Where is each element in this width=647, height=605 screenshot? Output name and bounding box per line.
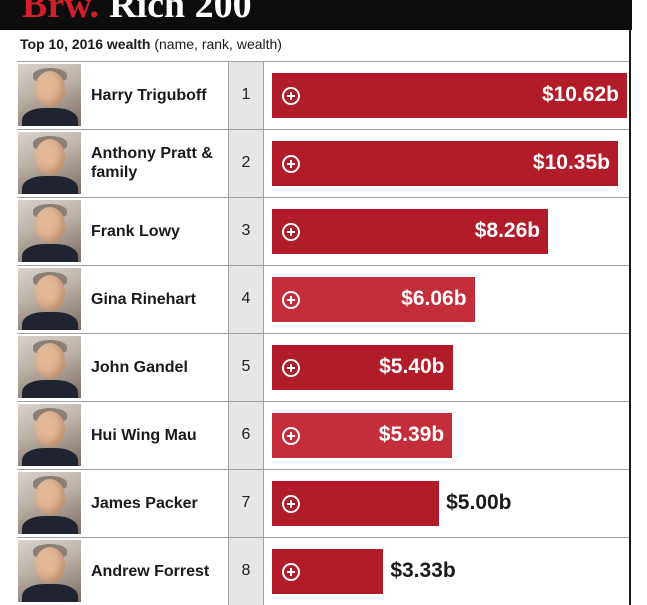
wealth-bar: [272, 413, 453, 458]
expand-plus-icon[interactable]: [282, 87, 300, 105]
portrait-face: [35, 343, 65, 379]
brand-logo: Brw.: [22, 0, 100, 26]
portrait-face: [35, 139, 65, 175]
wealth-bar: [272, 209, 549, 254]
portrait-face: [35, 411, 65, 447]
rank-label: 6: [241, 426, 251, 443]
expand-plus-icon[interactable]: [282, 291, 300, 309]
table-row: James Packer 7 $5.00b: [17, 469, 629, 537]
portrait-face: [35, 479, 65, 515]
brand-title: Brw. Rich 200: [22, 0, 252, 24]
wealth-value-label: $5.39b: [378, 423, 445, 446]
portrait-photo: [18, 404, 81, 466]
table-row: Frank Lowy 3 $8.26b: [17, 197, 629, 265]
wealth-bar: [272, 345, 453, 390]
portrait-face: [35, 207, 65, 243]
portrait-suit: [22, 244, 78, 262]
expand-plus-icon[interactable]: [282, 155, 300, 173]
subtitle-rest: (name, rank, wealth): [150, 36, 282, 52]
chart-subtitle: Top 10, 2016 wealth (name, rank, wealth): [20, 36, 282, 52]
rank-label: 5: [241, 358, 251, 375]
person-name: John Gandel: [91, 358, 188, 376]
wealth-value-label: $8.26b: [474, 219, 541, 242]
rank-label: 3: [241, 222, 251, 239]
wealth-bar: [272, 277, 475, 322]
person-name: Andrew Forrest: [91, 562, 210, 580]
wealth-value-label: $6.06b: [401, 287, 467, 310]
portrait-face: [35, 71, 65, 107]
portrait-photo: [18, 132, 81, 194]
person-name: Hui Wing Mau: [91, 426, 197, 444]
rank-label: 2: [241, 154, 251, 171]
portrait-photo: [18, 64, 81, 126]
wealth-value-label: $10.62b: [541, 83, 619, 106]
row-divider: [17, 265, 629, 266]
portrait-photo: [18, 472, 81, 534]
wealth-value-label: $10.35b: [532, 151, 610, 174]
portrait-suit: [22, 448, 78, 466]
table-row: Hui Wing Mau 6 $5.39b: [17, 401, 629, 469]
person-name: Frank Lowy: [91, 222, 180, 240]
rich-list-table: Harry Triguboff 1 $10.62b Anthony Pratt & f…: [17, 61, 629, 605]
person-name: Anthony Pratt & family: [91, 145, 213, 181]
rank-label: 1: [241, 86, 251, 103]
table-row: Anthony Pratt & family 2 $10.35b: [17, 129, 629, 197]
wealth-bar: [272, 141, 618, 186]
row-divider: [17, 197, 629, 198]
portrait-suit: [22, 176, 78, 194]
row-divider: [17, 61, 629, 62]
portrait-suit: [22, 108, 78, 126]
table-row: Gina Rinehart 4 $6.06b: [17, 265, 629, 333]
table-row: John Gandel 5 $5.40b: [17, 333, 629, 401]
row-divider: [17, 469, 629, 470]
rank-label: 4: [241, 290, 251, 307]
rank-label: 8: [241, 562, 251, 579]
list-title: Rich 200: [109, 0, 252, 26]
row-divider: [17, 129, 629, 130]
right-border: [629, 30, 631, 605]
table-row: Andrew Forrest 8 $3.33b: [17, 537, 629, 605]
table-row: Harry Triguboff 1 $10.62b: [17, 61, 629, 129]
row-divider: [17, 537, 629, 538]
portrait-suit: [22, 584, 78, 602]
portrait-suit: [22, 516, 78, 534]
row-divider: [17, 333, 629, 334]
expand-plus-icon[interactable]: [282, 223, 300, 241]
wealth-bar: [272, 73, 627, 118]
portrait-suit: [22, 312, 78, 330]
subtitle-bold: Top 10, 2016 wealth: [20, 36, 151, 52]
portrait-face: [35, 547, 65, 583]
portrait-photo: [18, 268, 81, 330]
wealth-value-label: $5.00b: [446, 491, 512, 514]
portrait-photo: [18, 200, 81, 262]
portrait-photo: [18, 336, 81, 398]
wealth-value-label: $5.40b: [379, 355, 445, 378]
person-name: Harry Triguboff: [91, 86, 207, 104]
header-banner: Brw. Rich 200: [0, 0, 632, 30]
row-divider: [17, 401, 629, 402]
portrait-face: [35, 275, 65, 311]
expand-plus-icon[interactable]: [282, 359, 300, 377]
person-name: Gina Rinehart: [91, 290, 196, 308]
wealth-value-label: $3.33b: [390, 559, 456, 582]
rank-label: 7: [241, 494, 251, 511]
person-name: James Packer: [91, 494, 198, 512]
portrait-photo: [18, 540, 81, 602]
expand-plus-icon[interactable]: [282, 495, 300, 513]
expand-plus-icon[interactable]: [282, 563, 300, 581]
portrait-suit: [22, 380, 78, 398]
expand-plus-icon[interactable]: [282, 427, 300, 445]
